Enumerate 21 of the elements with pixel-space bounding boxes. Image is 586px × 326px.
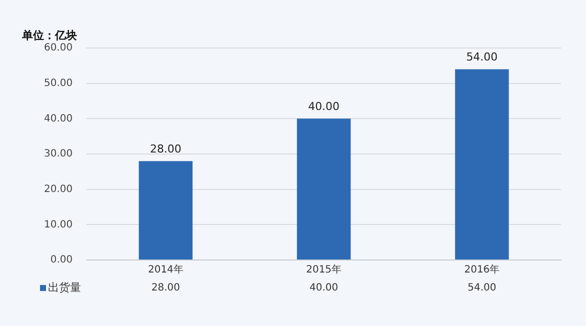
y-tick-label: 10.00 [44,219,73,230]
y-tick-label: 40.00 [44,113,73,124]
data-label: 28.00 [151,282,180,294]
x-tick-label: 2015年 [306,264,342,276]
y-tick-label: 30.00 [44,148,73,160]
text: 28.00 [150,142,182,156]
y-tick-label: 60.00 [44,42,73,54]
data-label: 40.00 [309,282,338,294]
text: 40.00 [308,100,340,114]
bar [296,118,351,260]
y-tick-label: 20.00 [44,184,73,195]
bar [455,69,509,260]
y-tick-label: 50.00 [44,78,73,89]
y-axis-title: 单位：亿块 [21,28,77,42]
x-tick-label: 2016年 [464,264,500,276]
text: 54.00 [466,50,498,64]
x-tick-label: 2014年 [148,264,184,276]
bar [138,161,193,260]
legend-label: 出货量 [48,280,81,294]
data-label: 54.00 [468,282,496,294]
y-tick-label: 0.00 [50,254,73,266]
